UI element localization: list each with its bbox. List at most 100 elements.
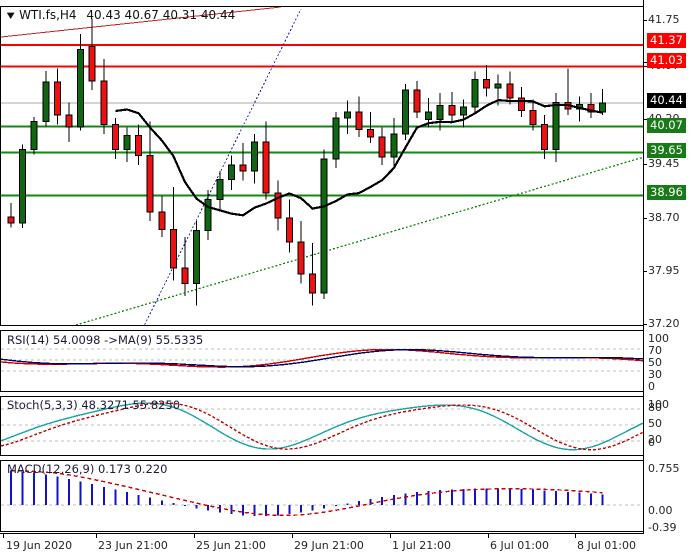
- candle-body[interactable]: [42, 81, 50, 122]
- candle-series: [7, 18, 607, 306]
- stoch-d-line: [1, 402, 643, 451]
- time-tick-mark: [575, 533, 576, 538]
- stoch-tick-label: 100: [648, 398, 669, 411]
- candle-body[interactable]: [587, 103, 595, 113]
- price-tick-mark: [643, 119, 647, 120]
- price-tick-mark: [643, 164, 647, 165]
- candle-body[interactable]: [158, 211, 166, 230]
- price-marker-tag[interactable]: 40.07: [647, 118, 686, 133]
- time-tick-label: 6 Jul 01:00: [490, 539, 549, 552]
- candle-body[interactable]: [552, 102, 560, 150]
- rsi-header-label: RSI(14) 54.0098 ->MA(9) 55.5335: [7, 333, 204, 347]
- candle-body[interactable]: [541, 123, 549, 150]
- candle-body[interactable]: [262, 141, 270, 194]
- rsi-pane[interactable]: [0, 330, 644, 392]
- candle-body[interactable]: [53, 81, 61, 116]
- candle-body[interactable]: [88, 45, 96, 82]
- candle-body[interactable]: [193, 230, 201, 285]
- price-marker-tag[interactable]: 40.44: [647, 93, 686, 108]
- time-tick-mark: [96, 533, 97, 538]
- rsi-chart-canvas[interactable]: [1, 331, 643, 391]
- candle-body[interactable]: [251, 141, 259, 172]
- macd-tick-label: 0.755: [648, 462, 680, 475]
- candle-body[interactable]: [517, 97, 525, 112]
- candle-body[interactable]: [111, 123, 119, 150]
- candle-body[interactable]: [529, 110, 537, 125]
- candle-body[interactable]: [436, 105, 444, 120]
- price-tick-mark: [643, 20, 647, 21]
- candle-body[interactable]: [181, 267, 189, 285]
- candle-body[interactable]: [506, 83, 514, 99]
- candle-body[interactable]: [483, 79, 491, 89]
- stoch-k-line: [1, 402, 643, 451]
- rsi-tick-label: 50: [648, 356, 662, 369]
- rsi-tick-label: 100: [648, 332, 669, 345]
- macd-signal-line: [10, 469, 603, 516]
- candle-body[interactable]: [123, 135, 131, 150]
- stochastic-header-label: Stoch(5,3,3) 48.3271 55.8250: [7, 398, 181, 412]
- price-marker-tag[interactable]: 39.65: [647, 143, 686, 158]
- candle-body[interactable]: [494, 83, 502, 89]
- price-tick-mark: [643, 218, 647, 219]
- candle-body[interactable]: [146, 155, 154, 213]
- price-marker-tag[interactable]: 38.96: [647, 185, 686, 200]
- price-tick-mark: [643, 271, 647, 272]
- candle-body[interactable]: [459, 106, 467, 116]
- time-tick-mark: [3, 533, 4, 538]
- chart-title-bar: ▼ WTI.fs,H4 40.43 40.67 40.31 40.44: [6, 8, 236, 22]
- candle-body[interactable]: [413, 89, 421, 113]
- candle-body[interactable]: [355, 111, 363, 130]
- candle-body[interactable]: [367, 128, 375, 138]
- candle-body[interactable]: [204, 198, 212, 232]
- candle-body[interactable]: [239, 164, 247, 172]
- price-pane[interactable]: [0, 6, 644, 326]
- macd-tick-label: -0.39: [648, 521, 677, 534]
- price-marker-tag[interactable]: 41.37: [647, 33, 686, 48]
- candle-body[interactable]: [7, 216, 15, 224]
- candle-body[interactable]: [297, 241, 305, 275]
- price-marker-tag[interactable]: 41.03: [647, 53, 686, 68]
- candle-body[interactable]: [320, 158, 328, 294]
- stochastic-pane[interactable]: [0, 396, 644, 456]
- candle-body[interactable]: [343, 111, 351, 119]
- price-axis-separator: [643, 0, 644, 533]
- candle-body[interactable]: [30, 120, 38, 150]
- candle-body[interactable]: [135, 135, 143, 157]
- candle-body[interactable]: [390, 133, 398, 158]
- candle-body[interactable]: [227, 164, 235, 180]
- candle-body[interactable]: [332, 117, 340, 160]
- candle-body[interactable]: [274, 192, 282, 219]
- stochastic-chart-canvas[interactable]: [1, 397, 643, 455]
- trendline-ascending-blue: [143, 8, 302, 325]
- macd-pane[interactable]: [0, 460, 644, 532]
- candle-body[interactable]: [425, 111, 433, 120]
- time-tick-label: 8 Jul 01:00: [577, 539, 636, 552]
- time-tick-label: 19 Jun 2020: [6, 539, 73, 552]
- moving-average-line: [115, 98, 603, 217]
- stoch-tick-label: 0: [648, 436, 655, 449]
- candle-body[interactable]: [285, 217, 293, 243]
- candle-body[interactable]: [309, 273, 317, 294]
- candle-body[interactable]: [100, 80, 108, 125]
- collapse-icon[interactable]: ▼: [6, 10, 15, 20]
- macd-chart-canvas[interactable]: [1, 461, 643, 531]
- time-tick-mark: [488, 533, 489, 538]
- candle-body[interactable]: [77, 49, 85, 128]
- time-axis-line: [0, 533, 644, 534]
- candle-body[interactable]: [19, 148, 27, 224]
- candle-body[interactable]: [378, 136, 386, 158]
- trendline-ascending-support: [75, 156, 643, 325]
- candle-body[interactable]: [448, 105, 456, 116]
- candle-body[interactable]: [471, 79, 479, 108]
- stoch-tick-label: 80: [648, 401, 662, 414]
- price-tick-mark: [643, 62, 647, 63]
- time-tick-mark: [390, 533, 391, 538]
- candle-body[interactable]: [401, 89, 409, 135]
- time-tick-label: 23 Jun 21:00: [98, 539, 168, 552]
- candle-body[interactable]: [169, 228, 177, 269]
- candle-body[interactable]: [599, 102, 607, 113]
- candle-body[interactable]: [65, 114, 73, 128]
- candle-body[interactable]: [216, 178, 224, 200]
- price-chart-canvas[interactable]: [1, 7, 643, 325]
- macd-header-label: MACD(12,26,9) 0.173 0.220: [7, 462, 168, 476]
